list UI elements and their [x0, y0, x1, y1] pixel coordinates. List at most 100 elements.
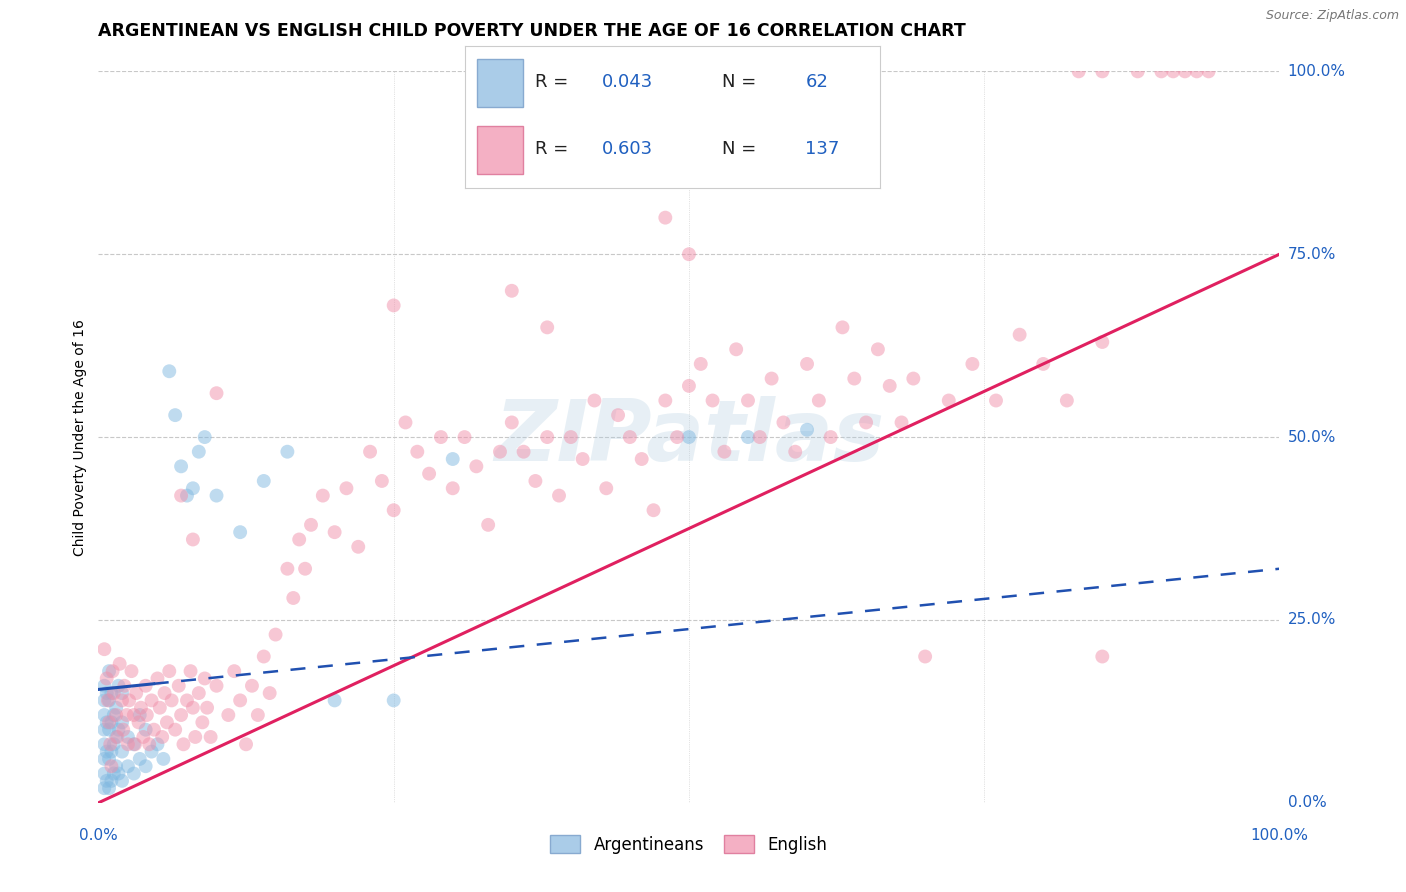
Point	[465, 459, 488, 474]
Point	[205, 386, 228, 401]
Point	[111, 773, 134, 788]
Point	[217, 708, 239, 723]
Point	[93, 781, 115, 796]
Point	[170, 489, 193, 503]
Point	[406, 444, 429, 458]
Text: 75.0%: 75.0%	[1288, 247, 1336, 261]
Point	[98, 752, 121, 766]
Point	[170, 459, 193, 474]
Point	[98, 737, 121, 751]
Point	[100, 773, 122, 788]
Point	[666, 430, 689, 444]
Text: 0.0%: 0.0%	[1288, 796, 1326, 810]
Point	[108, 657, 131, 671]
Point	[737, 430, 759, 444]
Point	[737, 393, 759, 408]
Point	[111, 745, 134, 759]
Point	[335, 481, 357, 495]
Point	[890, 416, 912, 430]
Point	[583, 393, 606, 408]
Point	[141, 693, 163, 707]
Point	[224, 664, 246, 678]
Point	[152, 752, 174, 766]
Point	[246, 708, 269, 723]
Point	[205, 489, 228, 503]
Point	[441, 452, 464, 467]
FancyBboxPatch shape	[477, 126, 523, 174]
Point	[253, 474, 276, 488]
Point	[111, 686, 134, 700]
Point	[194, 672, 217, 686]
Point	[200, 730, 222, 744]
Point	[125, 686, 148, 700]
Text: R =: R =	[536, 73, 574, 91]
Point	[453, 430, 475, 444]
Point	[235, 737, 257, 751]
Y-axis label: Child Poverty Under the Age of 16: Child Poverty Under the Age of 16	[73, 318, 87, 556]
Text: ZIPatlas: ZIPatlas	[494, 395, 884, 479]
Point	[128, 715, 150, 730]
Text: N =: N =	[723, 73, 756, 91]
Point	[1091, 64, 1114, 78]
Point	[643, 503, 665, 517]
Point	[785, 444, 807, 458]
Point	[93, 766, 115, 780]
Point	[142, 723, 165, 737]
Point	[96, 672, 118, 686]
Point	[93, 752, 115, 766]
Point	[1198, 64, 1220, 78]
Point	[172, 737, 194, 751]
Point	[288, 533, 311, 547]
Point	[146, 737, 169, 751]
Point	[180, 664, 202, 678]
Point	[103, 686, 125, 700]
Point	[489, 444, 512, 458]
Point	[1067, 64, 1090, 78]
Point	[96, 745, 118, 759]
Point	[619, 430, 641, 444]
Point	[796, 357, 818, 371]
Point	[100, 745, 122, 759]
Point	[323, 525, 346, 540]
Point	[903, 371, 925, 385]
Text: 100.0%: 100.0%	[1288, 64, 1346, 78]
Point	[240, 679, 263, 693]
Point	[97, 693, 120, 707]
Point	[630, 452, 652, 467]
Point	[1056, 393, 1078, 408]
Point	[101, 664, 124, 678]
Point	[138, 737, 160, 751]
Point	[229, 693, 252, 707]
Point	[524, 474, 547, 488]
Point	[536, 320, 558, 334]
Point	[748, 430, 770, 444]
Point	[430, 430, 453, 444]
Point	[93, 708, 115, 723]
Point	[312, 489, 335, 503]
Point	[571, 452, 593, 467]
Text: 0.0%: 0.0%	[79, 828, 118, 843]
Point	[772, 416, 794, 430]
Point	[702, 393, 724, 408]
Point	[595, 481, 617, 495]
Text: 50.0%: 50.0%	[1288, 430, 1336, 444]
Point	[117, 759, 139, 773]
Point	[135, 679, 157, 693]
Point	[128, 752, 150, 766]
Point	[100, 715, 122, 730]
Point	[124, 737, 146, 751]
Point	[382, 693, 405, 707]
Point	[132, 730, 155, 744]
Point	[167, 679, 190, 693]
Point	[156, 715, 179, 730]
Point	[149, 700, 172, 714]
Point	[844, 371, 866, 385]
Point	[157, 364, 180, 378]
Point	[187, 686, 209, 700]
Point	[276, 444, 298, 458]
Text: R =: R =	[536, 140, 574, 158]
Point	[283, 591, 305, 605]
Point	[122, 766, 145, 780]
Point	[176, 489, 198, 503]
Point	[253, 649, 276, 664]
